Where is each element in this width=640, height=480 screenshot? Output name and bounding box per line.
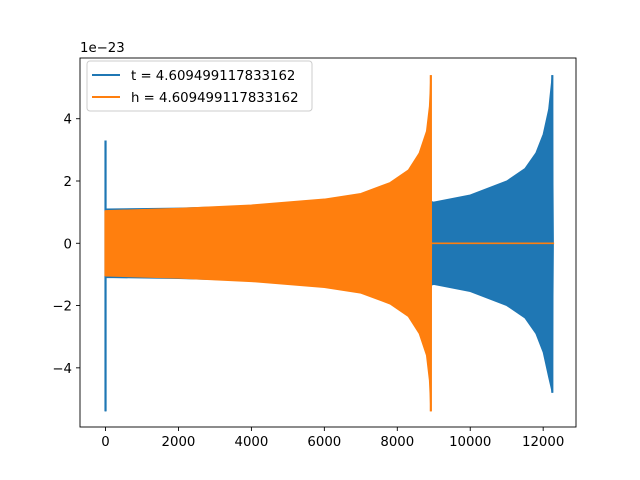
x-tick-label: 0: [101, 435, 109, 450]
legend-label-t: t = 4.609499117833162: [131, 69, 295, 84]
x-tick-label: 4000: [234, 435, 268, 450]
plot-area: [104, 75, 555, 412]
y-offset-label: 1e−23: [80, 41, 125, 56]
legend-box: [86, 60, 313, 112]
legend-label-h: h = 4.609499117833162: [131, 91, 299, 106]
y-tick-label: 2: [64, 175, 72, 190]
legend: t = 4.609499117833162 h = 4.609499117833…: [86, 60, 313, 112]
x-tick-label: 10000: [449, 435, 491, 450]
series-h: [104, 75, 555, 412]
x-tick-label: 12000: [522, 435, 564, 450]
x-tick-label: 8000: [380, 435, 414, 450]
axes-frame: [79, 57, 577, 428]
y-tick-label: 4: [64, 113, 72, 128]
x-tick-label: 6000: [307, 435, 341, 450]
y-tick-label: 0: [64, 237, 72, 252]
y-tick-label: −2: [52, 300, 72, 315]
series-band-h: [105, 75, 433, 412]
axes: 0 2000 4000 6000 8000 10000 12000 −4 −2 0 2 4: [52, 57, 577, 450]
x-tick-label: 2000: [162, 435, 196, 450]
y-tick-label: −4: [52, 362, 72, 377]
